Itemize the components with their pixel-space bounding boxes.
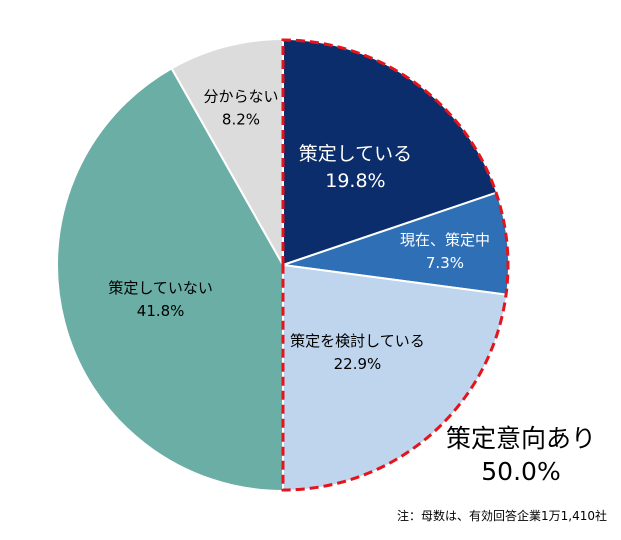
pie-slices xyxy=(56,37,510,493)
pie-slice-4 xyxy=(56,66,284,493)
slice-value-4: 41.8% xyxy=(137,302,185,320)
slice-label-4: 策定していない xyxy=(108,279,213,297)
slice-label-3: 策定を検討している xyxy=(290,332,425,350)
intent-highlight-outline xyxy=(281,38,510,492)
slice-label-2: 現在、策定中 xyxy=(400,231,490,249)
slice-value-5: 8.2% xyxy=(222,110,260,128)
highlight-label-text: 策定意向あり xyxy=(446,424,596,453)
pie-slice-3 xyxy=(282,263,509,493)
slice-labels: 策定している 19.8% 現在、策定中 7.3% 策定を検討している 22.9% 策定してい… xyxy=(108,87,490,373)
pie-slice-5 xyxy=(170,37,284,269)
intent-highlight-label: 策定意向あり 50.0% xyxy=(446,424,596,486)
slice-label-1: 策定している xyxy=(299,143,412,165)
highlight-value-text: 50.0% xyxy=(481,457,560,486)
footnote: 注：母数は、有効回答企業1万1,410社 xyxy=(397,509,607,523)
slice-value-1: 19.8% xyxy=(325,170,385,192)
slice-label-5: 分からない xyxy=(203,87,278,105)
slice-value-2: 7.3% xyxy=(426,254,464,272)
slice-value-3: 22.9% xyxy=(334,355,382,373)
